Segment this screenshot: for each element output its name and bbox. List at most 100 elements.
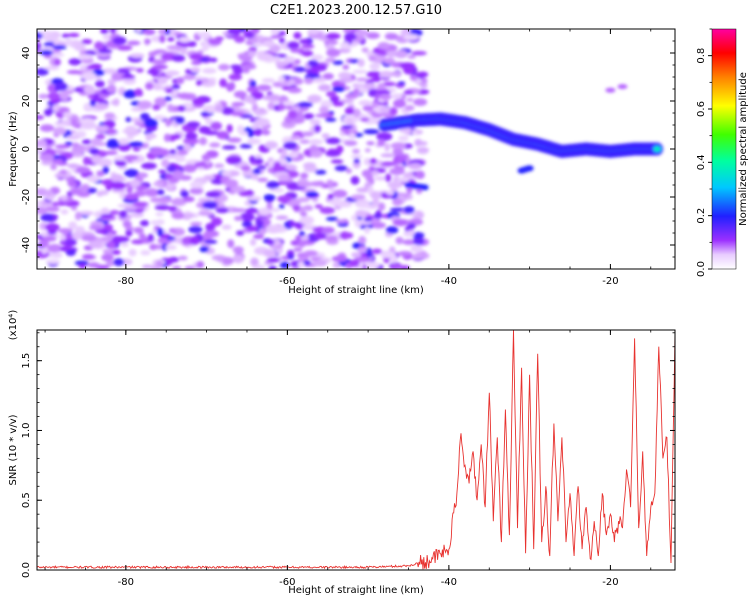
heatmap-noise-blob (136, 67, 144, 73)
heatmap-noise-blob (256, 35, 265, 41)
heatmap-noise-blob (227, 239, 235, 249)
y-tick-label: 20 (21, 95, 32, 108)
heatmap-noise-blob (374, 176, 387, 181)
heatmap-noise-blob (290, 135, 301, 141)
heatmap-noise-blob (107, 79, 116, 86)
heatmap-noise-blob (231, 101, 245, 107)
heatmap-noise-blob (309, 144, 319, 153)
heatmap-noise-blob (232, 254, 245, 264)
heatmap-noise-blob (180, 47, 187, 55)
heatmap-noise-blob (97, 48, 113, 54)
heatmap-noise-blob (99, 213, 114, 219)
heatmap-noise-blob (176, 149, 189, 156)
heatmap-noise-blob (356, 204, 372, 209)
heatmap-noise-blob (258, 228, 267, 236)
heatmap-noise-blob (115, 160, 127, 168)
heatmap-noise-blob (50, 163, 57, 171)
heatmap-noise-blob (281, 120, 296, 129)
heatmap-noise-blob (403, 206, 415, 214)
heatmap-noise-blob (215, 207, 229, 214)
heatmap-noise-blob (342, 77, 353, 83)
heatmap-noise-blob (286, 182, 301, 191)
heatmap-noise-blob (254, 154, 263, 160)
heatmap-noise-blob (40, 30, 53, 36)
heatmap-x-ticks: -80 -60 -40 -20 (44, 29, 652, 287)
heatmap-noise-blob (352, 148, 360, 154)
heatmap-noise-blob (67, 181, 78, 188)
heatmap-noise-blob (341, 125, 354, 130)
heatmap-noise-blob (228, 73, 243, 81)
heatmap-noise-blob (301, 44, 315, 49)
heatmap-noise-blob (171, 54, 186, 62)
heatmap-noise-blob (102, 165, 110, 174)
heatmap-noise-blob (377, 51, 390, 56)
heatmap-noise-blob (409, 75, 418, 81)
heatmap-signal-band (420, 184, 429, 191)
heatmap-noise-blob (152, 181, 165, 187)
heatmap-noise-blob (137, 100, 153, 109)
heatmap-noise-blob (373, 212, 383, 219)
heatmap-noise-blob (81, 253, 95, 260)
heatmap-noise-blob (257, 177, 269, 183)
heatmap-noise-blob (264, 141, 279, 150)
heatmap-noise-blob (415, 170, 425, 180)
heatmap-cells (37, 29, 664, 269)
heatmap-noise-blob (37, 115, 45, 120)
heatmap-noise-blob (385, 226, 399, 234)
heatmap-noise-blob (157, 76, 168, 85)
heatmap-noise-blob (59, 234, 66, 241)
heatmap-noise-blob (109, 29, 117, 34)
heatmap-noise-blob (377, 139, 386, 147)
colorbar-tick-label: 0.8 (696, 48, 707, 64)
heatmap-noise-blob (64, 38, 73, 46)
heatmap-noise-blob (168, 256, 180, 263)
heatmap-noise-blob (226, 124, 233, 133)
heatmap-noise-blob (144, 188, 159, 197)
heatmap-noise-blob (363, 217, 373, 222)
heatmap-noise-blob (140, 250, 151, 256)
heatmap-noise-blob (68, 32, 80, 38)
heatmap-noise-blob (54, 173, 68, 178)
heatmap-noise-blob (184, 265, 196, 269)
heatmap-noise-blob (290, 48, 302, 53)
heatmap-noise-blob (408, 162, 422, 170)
heatmap-noise-blob (403, 90, 414, 95)
heatmap-noise-blob (261, 129, 271, 136)
heatmap-noise-blob (87, 262, 100, 268)
heatmap-noise-blob (46, 243, 63, 253)
heatmap-noise-blob (91, 155, 102, 164)
heatmap-noise-blob (106, 128, 117, 135)
heatmap-noise-blob (392, 148, 404, 156)
heatmap-noise-blob (363, 129, 380, 135)
heatmap-noise-blob (283, 56, 296, 64)
heatmap-noise-blob (138, 172, 147, 179)
heatmap-noise-blob (300, 235, 309, 241)
heatmap-noise-blob (402, 239, 416, 246)
heatmap-noise-blob (202, 105, 217, 114)
heatmap-noise-blob (363, 82, 377, 90)
heatmap-noise-blob (392, 175, 401, 184)
heatmap-noise-blob (311, 197, 319, 203)
heatmap-noise-blob (297, 181, 313, 188)
heatmap-noise-blob (278, 204, 285, 209)
heatmap-noise-blob (144, 38, 151, 44)
heatmap-noise-blob (174, 154, 186, 163)
heatmap-noise-blob (42, 235, 57, 242)
heatmap-noise-blob (123, 89, 137, 99)
heatmap-noise-blob (367, 186, 374, 195)
heatmap-noise-blob (165, 245, 177, 250)
heatmap-noise-blob (75, 166, 91, 174)
x-tick-label: -80 (118, 276, 134, 287)
heatmap-noise-blob (252, 168, 262, 175)
heatmap-noise-blob (241, 220, 253, 228)
y-tick-label: 0 (21, 146, 32, 152)
heatmap-noise-blob (168, 206, 178, 212)
heatmap-noise-blob (394, 165, 405, 170)
heatmap-noise-blob (66, 163, 80, 169)
heatmap-noise-blob (134, 121, 145, 126)
heatmap-noise-blob (266, 94, 281, 102)
heatmap-noise-blob (81, 38, 93, 45)
heatmap-noise-blob (224, 179, 239, 188)
heatmap-noise-blob (239, 143, 253, 149)
heatmap-noise-blob (230, 208, 247, 213)
